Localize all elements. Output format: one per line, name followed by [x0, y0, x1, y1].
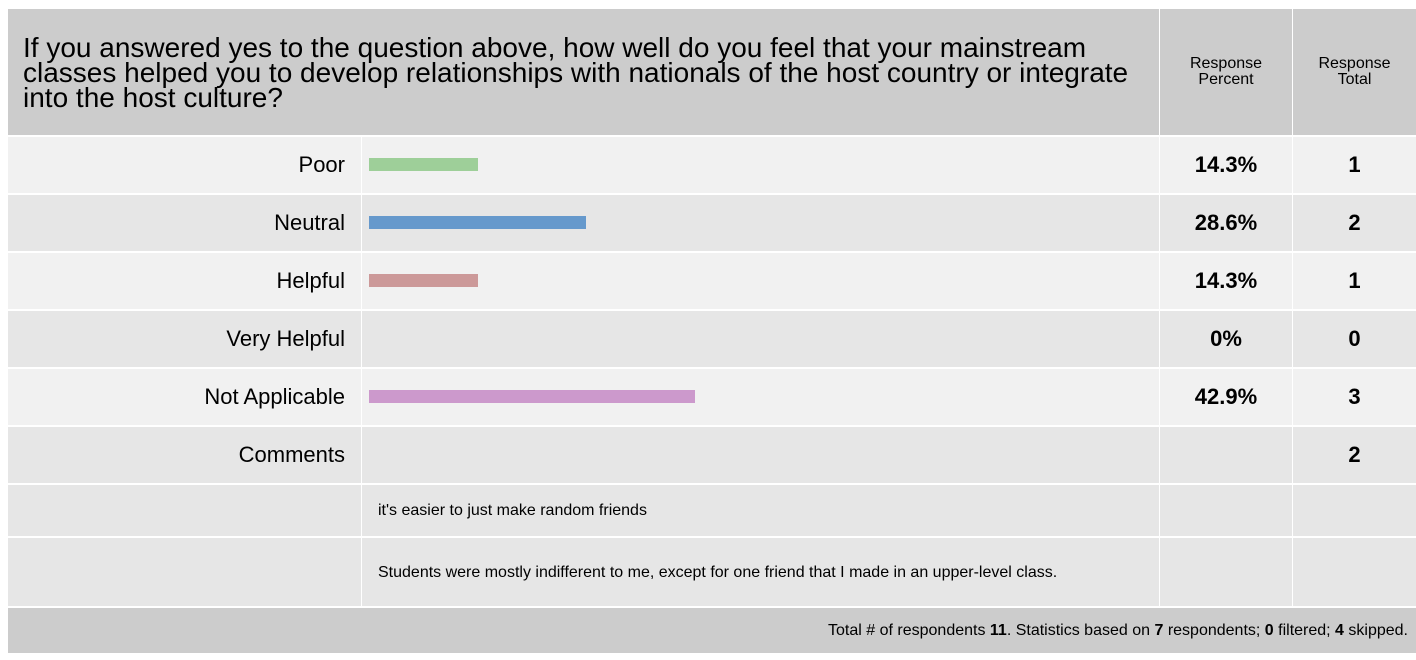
- answer-label: Helpful: [8, 251, 361, 309]
- response-percent-header-line1: Response: [1189, 55, 1263, 72]
- comments-empty-cell: [361, 425, 1159, 483]
- response-percent: 28.6%: [1159, 193, 1292, 251]
- footer-row: Total # of respondents 11. Statistics ba…: [8, 606, 1416, 653]
- bar-track: [361, 309, 1159, 367]
- comment-blank: [1292, 536, 1416, 606]
- response-total-header: Response Total: [1292, 9, 1416, 135]
- response-total: 2: [1292, 193, 1416, 251]
- summary-mid2: respondents;: [1163, 621, 1265, 639]
- comment-row: it's easier to just make random friends: [8, 483, 1416, 536]
- response-percent-header: Response Percent: [1159, 9, 1292, 135]
- response-percent: 14.3%: [1159, 251, 1292, 309]
- response-percent: 14.3%: [1159, 135, 1292, 193]
- bar-poor: [369, 158, 478, 171]
- answer-row-neutral: Neutral 28.6% 2: [8, 193, 1416, 251]
- comment-spacer: [8, 536, 361, 606]
- comment-blank: [1292, 483, 1416, 536]
- summary-suffix: skipped.: [1343, 621, 1408, 639]
- response-total: 1: [1292, 135, 1416, 193]
- bar-track: [361, 367, 1159, 425]
- response-total: 0: [1292, 309, 1416, 367]
- header-row: If you answered yes to the question abov…: [8, 9, 1416, 135]
- comments-row: Comments 2: [8, 425, 1416, 483]
- comment-row: Students were mostly indifferent to me, …: [8, 536, 1416, 606]
- bar-track: [361, 193, 1159, 251]
- response-percent-header-line2: Percent: [1198, 71, 1254, 88]
- comments-label: Comments: [8, 425, 361, 483]
- summary-total-count: 11: [989, 621, 1007, 639]
- answer-label: Poor: [8, 135, 361, 193]
- answer-row-helpful: Helpful 14.3% 1: [8, 251, 1416, 309]
- question-title: If you answered yes to the question abov…: [8, 9, 1159, 135]
- answer-label: Not Applicable: [8, 367, 361, 425]
- response-total-header-line1: Response: [1318, 55, 1391, 72]
- comments-percent-empty: [1159, 425, 1292, 483]
- answer-row-very-helpful: Very Helpful 0% 0: [8, 309, 1416, 367]
- answer-label: Very Helpful: [8, 309, 361, 367]
- comments-total: 2: [1292, 425, 1416, 483]
- comment-text: Students were mostly indifferent to me, …: [361, 536, 1159, 606]
- bar-helpful: [369, 274, 478, 287]
- response-percent: 42.9%: [1159, 367, 1292, 425]
- bar-track: [361, 251, 1159, 309]
- survey-results-table: If you answered yes to the question abov…: [8, 9, 1416, 653]
- answer-row-poor: Poor 14.3% 1: [8, 135, 1416, 193]
- summary-filtered-count: 0: [1264, 621, 1274, 639]
- bar-neutral: [369, 216, 587, 229]
- response-percent: 0%: [1159, 309, 1292, 367]
- summary-mid3: filtered;: [1273, 621, 1336, 639]
- comment-blank: [1159, 536, 1292, 606]
- answer-row-not-applicable: Not Applicable 42.9% 3: [8, 367, 1416, 425]
- comment-spacer: [8, 483, 361, 536]
- summary-based-count: 7: [1154, 621, 1164, 639]
- response-total-header-line2: Total: [1337, 71, 1372, 88]
- comment-text: it's easier to just make random friends: [361, 483, 1159, 536]
- summary-mid1: . Statistics based on: [1006, 621, 1155, 639]
- bar-not-applicable: [369, 390, 696, 403]
- response-total: 3: [1292, 367, 1416, 425]
- summary-skipped-count: 4: [1335, 621, 1344, 639]
- answer-label: Neutral: [8, 193, 361, 251]
- comment-blank: [1159, 483, 1292, 536]
- bar-track: [361, 135, 1159, 193]
- respondent-summary: Total # of respondents 11. Statistics ba…: [8, 606, 1416, 653]
- summary-prefix: Total # of respondents: [828, 621, 990, 639]
- response-total: 1: [1292, 251, 1416, 309]
